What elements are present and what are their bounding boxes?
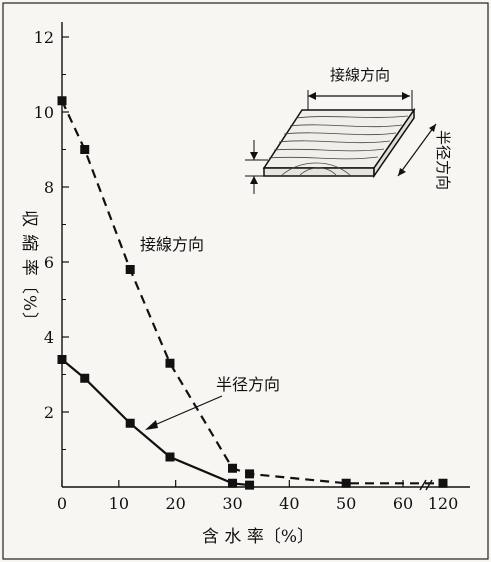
wood-grain (268, 115, 409, 176)
data-point-tangential (80, 145, 90, 154)
data-point-tangential (245, 469, 255, 479)
x-tick-label: 0 (57, 494, 67, 513)
data-point-radial (245, 480, 255, 490)
y-tick-label: 10 (34, 103, 54, 122)
series-layer (57, 96, 448, 490)
x-tick-label: 50 (336, 494, 356, 513)
thickness-arrowhead-bottom (250, 176, 258, 184)
x-axis-label: 含 水 率〔%〕 (202, 527, 314, 547)
wood-block-front (263, 167, 375, 177)
y-tick-label: 6 (44, 253, 54, 272)
wood-block-top (262, 109, 416, 169)
inset-label-radial: 半径方向 (434, 130, 452, 190)
x-tick-label: 30 (222, 494, 242, 513)
data-point-tangential (125, 265, 135, 274)
x-tick-label: 20 (165, 494, 185, 513)
thickness-arrowhead-top (250, 152, 258, 160)
data-point-tangential (438, 478, 448, 488)
x-tick-label: 120 (428, 494, 459, 513)
y-tick-label: 4 (44, 328, 54, 347)
y-tick-label: 8 (44, 178, 54, 197)
tangential-arrow-right (402, 92, 410, 100)
radial-arrow-top (429, 124, 436, 132)
tangential-arrow-left (308, 92, 316, 100)
axis-break-mark (419, 479, 427, 491)
inset-label-tangential: 接線方向 (330, 66, 390, 84)
y-axis-label: 収 縮 率〔%〕 (19, 210, 39, 330)
data-point-radial (125, 418, 135, 428)
y-tick-label: 12 (34, 28, 54, 47)
annotation-tangential: 接線方向 (140, 235, 204, 254)
annotation-radial: 半径方向 (216, 375, 280, 394)
data-point-radial (57, 355, 67, 364)
axis-break-mark (425, 479, 433, 491)
x-tick-label: 40 (279, 494, 299, 513)
y-tick-label: 2 (44, 403, 54, 422)
series-line-tangential (61, 100, 443, 485)
annotation-radial-arrowhead (145, 420, 158, 430)
data-point-tangential (228, 463, 237, 473)
x-tick-label: 10 (109, 494, 129, 513)
x-axis-break (419, 479, 433, 491)
radial-arrow-bottom (398, 168, 406, 176)
data-point-tangential (165, 358, 175, 368)
data-point-radial (80, 373, 90, 383)
x-tick-label: 60 (393, 494, 413, 513)
radial-dimension-line (397, 123, 437, 177)
inset-wood-diagram: 接線方向 半径方向 (245, 66, 452, 194)
data-point-tangential (57, 96, 67, 106)
wood-block-side (373, 107, 415, 179)
annotation-radial-arrow (149, 395, 223, 428)
data-point-radial (165, 452, 175, 462)
data-point-radial (228, 478, 237, 488)
data-point-tangential (341, 478, 351, 488)
